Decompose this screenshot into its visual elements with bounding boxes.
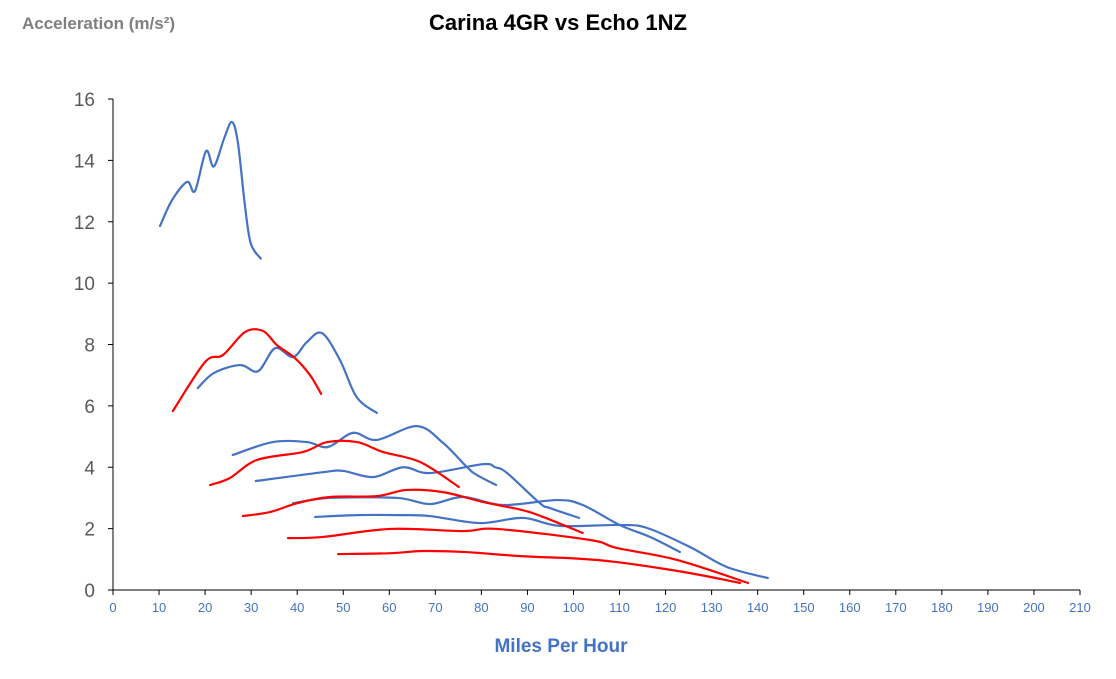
x-tick-label: 70 (428, 600, 442, 615)
x-tick-label: 90 (520, 600, 534, 615)
series-line-carina-4gr-gear-2 (196, 331, 378, 415)
x-tick-label: 170 (885, 600, 907, 615)
y-tick-label: 12 (74, 213, 95, 234)
x-tick-label: 80 (474, 600, 488, 615)
x-tick-label: 210 (1069, 600, 1091, 615)
x-tick-label: 140 (747, 600, 769, 615)
y-axis-label: Acceleration (m/s²) (22, 14, 176, 33)
series-line-carina-4gr-gear-6 (314, 513, 769, 580)
series-line-echo-1nz-gear-2 (209, 439, 460, 488)
x-tick-label: 120 (655, 600, 677, 615)
y-tick-label: 6 (84, 397, 95, 418)
series-line-echo-1nz-gear-3 (241, 488, 584, 535)
x-tick-label: 200 (1023, 600, 1045, 615)
y-tick-label: 16 (74, 90, 95, 111)
x-tick-label: 0 (109, 600, 116, 615)
y-tick-label: 10 (74, 274, 95, 295)
x-tick-label: 150 (793, 600, 815, 615)
x-tick-label: 30 (244, 600, 258, 615)
y-tick-label: 14 (74, 151, 96, 172)
series-line-carina-4gr-gear-4 (254, 462, 581, 519)
y-tick-label: 4 (84, 458, 95, 479)
x-tick-label: 100 (563, 600, 585, 615)
x-tick-label: 180 (931, 600, 953, 615)
chart-title: Carina 4GR vs Echo 1NZ (429, 10, 687, 35)
x-tick-label: 60 (382, 600, 396, 615)
x-tick-label: 190 (977, 600, 999, 615)
x-tick-label: 110 (609, 600, 630, 615)
series-line-echo-1nz-gear-4 (286, 527, 750, 585)
series-line-carina-4gr-gear-1 (158, 120, 262, 260)
series-line-echo-1nz-gear-1 (171, 328, 323, 413)
y-tick-label: 0 (84, 581, 95, 602)
series-line-echo-1nz-gear-5 (337, 549, 742, 585)
x-tick-label: 160 (839, 600, 861, 615)
x-tick-label: 20 (198, 600, 212, 615)
y-tick-label: 2 (84, 520, 95, 541)
x-tick-label: 50 (336, 600, 350, 615)
y-tick-label: 8 (84, 336, 95, 357)
x-tick-label: 40 (290, 600, 304, 615)
x-tick-label: 10 (152, 600, 166, 615)
series-line-carina-4gr-gear-3 (231, 425, 498, 487)
x-axis-label: Miles Per Hour (494, 636, 628, 657)
x-tick-label: 130 (701, 600, 723, 615)
